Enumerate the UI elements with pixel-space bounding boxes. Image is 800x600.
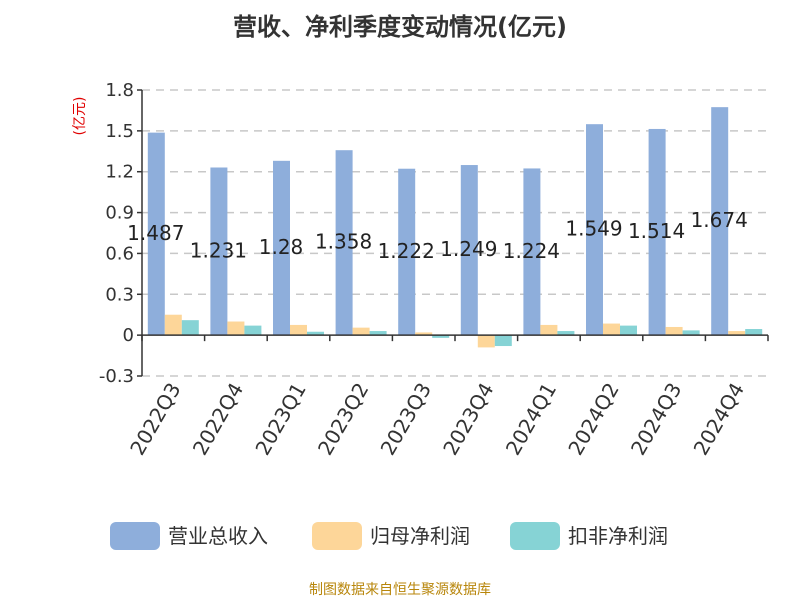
x-tick-label: 2024Q3 — [626, 379, 686, 460]
bar-2024Q4-营业总收入 — [711, 107, 729, 336]
bar-2023Q3-营业总收入 — [398, 168, 416, 336]
y-tick-label: 1.2 — [105, 162, 134, 183]
x-tick-label: 2024Q1 — [501, 379, 561, 460]
bar-2023Q4-归母净利润 — [477, 335, 495, 348]
bar-2024Q3-扣非净利润 — [682, 330, 700, 336]
bar-2024Q3-归母净利润 — [665, 326, 683, 336]
y-tick-label: 0 — [123, 325, 134, 346]
chart-source: 制图数据来自恒生聚源数据库 — [309, 582, 491, 598]
data-label: 1.222 — [378, 239, 435, 263]
data-label: 1.231 — [190, 238, 247, 262]
y-tick-label: 0.6 — [105, 243, 134, 264]
bar-2023Q2-扣非净利润 — [369, 331, 387, 336]
bar-2024Q4-扣非净利润 — [745, 329, 763, 336]
bar-2024Q4-归母净利润 — [728, 331, 746, 336]
bar-2023Q3-扣非净利润 — [432, 335, 450, 338]
bar-2023Q4-扣非净利润 — [494, 335, 512, 347]
bar-2022Q4-营业总收入 — [210, 167, 228, 336]
x-tick-label: 2023Q1 — [250, 379, 310, 460]
legend-label: 归母净利润 — [370, 524, 470, 548]
data-label: 1.487 — [127, 221, 184, 245]
y-tick-label: 0.3 — [105, 284, 134, 305]
legend-swatch — [110, 522, 160, 550]
bar-2023Q4-营业总收入 — [460, 165, 478, 336]
bar-2024Q1-扣非净利润 — [557, 331, 575, 336]
x-tick-label: 2024Q2 — [563, 379, 623, 460]
x-tick-label: 2023Q3 — [376, 379, 436, 460]
bar-2024Q2-归母净利润 — [603, 323, 620, 336]
grid-lines: 1.8 1.5 1.2 0.9 0.6 0.3 0 -0.3 — [99, 80, 768, 387]
bar-2024Q2-营业总收入 — [586, 124, 603, 336]
data-label: 1.674 — [691, 208, 748, 232]
legend-label: 营业总收入 — [168, 524, 268, 548]
y-tick-label: 0.9 — [105, 203, 134, 224]
bar-2023Q1-归母净利润 — [290, 324, 307, 336]
bar-2022Q3-归母净利润 — [164, 314, 182, 336]
bar-2022Q4-扣非净利润 — [244, 325, 262, 336]
bar-2022Q4-归母净利润 — [227, 321, 245, 336]
y-tick-label: 1.5 — [105, 121, 134, 142]
data-label: 1.224 — [503, 239, 560, 263]
bar-2023Q1-营业总收入 — [273, 160, 290, 336]
bar-2024Q1-营业总收入 — [523, 168, 541, 336]
legend: 营业总收入 归母净利润 扣非净利润 — [110, 522, 668, 550]
x-tick-label: 2023Q2 — [313, 379, 373, 460]
chart-title: 营收、净利季度变动情况(亿元) — [233, 13, 567, 41]
x-tick-label: 2022Q4 — [188, 379, 248, 460]
x-tick-label: 2023Q4 — [438, 379, 498, 460]
data-label: 1.549 — [565, 217, 622, 241]
bar-2022Q3-扣非净利润 — [181, 320, 199, 336]
bar-2022Q3-营业总收入 — [147, 132, 165, 336]
y-tick-label: -0.3 — [99, 366, 134, 387]
bars — [147, 107, 763, 348]
x-tick-label: 2024Q4 — [689, 379, 749, 460]
bar-2023Q2-归母净利润 — [352, 327, 370, 336]
bar-2024Q3-营业总收入 — [648, 128, 666, 336]
bar-2023Q1-扣非净利润 — [307, 331, 324, 336]
bar-2024Q2-扣非净利润 — [620, 325, 637, 336]
y-tick-label: 1.8 — [105, 80, 134, 101]
data-label: 1.28 — [259, 235, 304, 259]
data-label: 1.514 — [628, 219, 685, 243]
data-label: 1.249 — [440, 237, 497, 261]
bar-2023Q3-归母净利润 — [415, 332, 433, 336]
bar-2024Q1-归母净利润 — [540, 324, 558, 336]
y-axis-label: (亿元) — [72, 97, 88, 136]
legend-label: 扣非净利润 — [568, 524, 668, 548]
bar-2023Q2-营业总收入 — [335, 150, 353, 336]
data-label: 1.358 — [315, 230, 372, 254]
x-tick-label: 2022Q3 — [125, 379, 185, 460]
legend-swatch — [312, 522, 362, 550]
legend-swatch — [510, 522, 560, 550]
